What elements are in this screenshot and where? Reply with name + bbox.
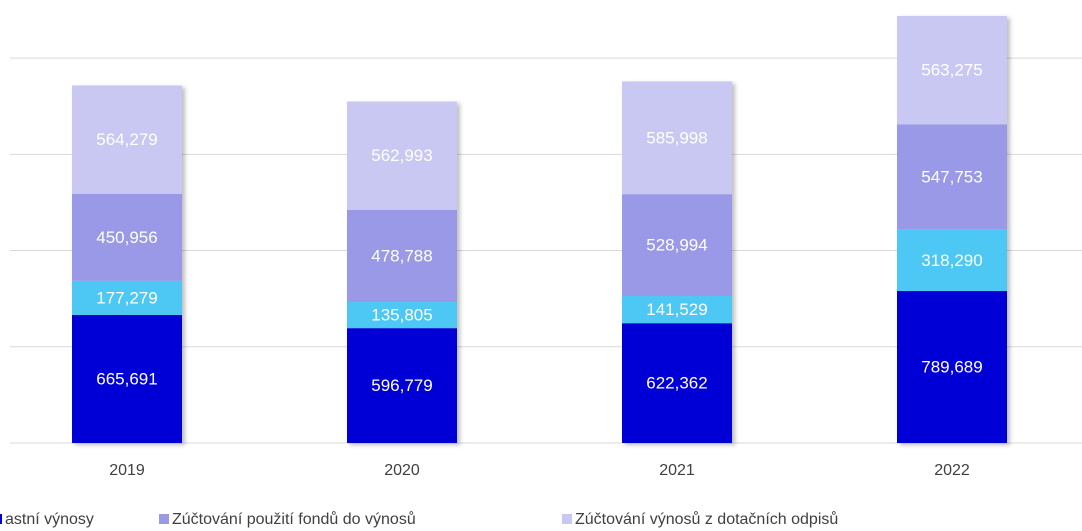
legend-label: Zúčtování použití fondů do výnosů [172,510,416,528]
bar-stack [72,85,182,443]
legend-label: Zúčtování výnosů z dotačních odpisů [575,510,838,528]
bar-segment [72,193,182,281]
bar-segment [897,124,1007,230]
bar-segment [347,101,457,210]
bar-segment [72,280,182,315]
value-label: 141,529 [646,300,707,319]
value-label: 563,275 [921,61,982,80]
bar-segment [347,328,457,443]
value-label: 596,779 [371,376,432,395]
value-label: 528,994 [646,236,707,255]
x-tick-label: 2019 [109,462,145,479]
value-label: 318,290 [921,251,982,270]
value-label: 789,689 [921,357,982,376]
value-label: 562,993 [371,146,432,165]
legend-label: astní výnosy [5,511,94,528]
value-label: 564,279 [96,130,157,149]
bar-segment [622,323,732,443]
value-label: 135,805 [371,306,432,325]
bar-stack [347,101,457,443]
bar-stack [897,15,1007,443]
bar-segment [622,81,732,195]
x-tick-label: 2022 [934,462,970,479]
value-label: 478,788 [371,246,432,265]
value-label: 450,956 [96,228,157,247]
value-label: 622,362 [646,374,707,393]
x-tick-label: 2021 [659,462,695,479]
bar-segment [622,295,732,324]
bar-segment [72,85,182,194]
bar-segment [897,229,1007,292]
bar-segment [897,15,1007,125]
value-label: 585,998 [646,128,707,147]
legend-marker [159,514,169,524]
value-label: 177,279 [96,288,157,307]
legend-marker [562,514,572,524]
bar-segment [897,291,1007,443]
x-tick-label: 2020 [384,462,420,479]
value-label: 665,691 [96,369,157,388]
bar-segment [72,314,182,443]
bar-segment [622,194,732,296]
value-label: 547,753 [921,168,982,187]
bar-segment [347,209,457,303]
legend-marker [0,514,2,524]
bar-stack [622,81,732,443]
bar-segment [347,302,457,329]
